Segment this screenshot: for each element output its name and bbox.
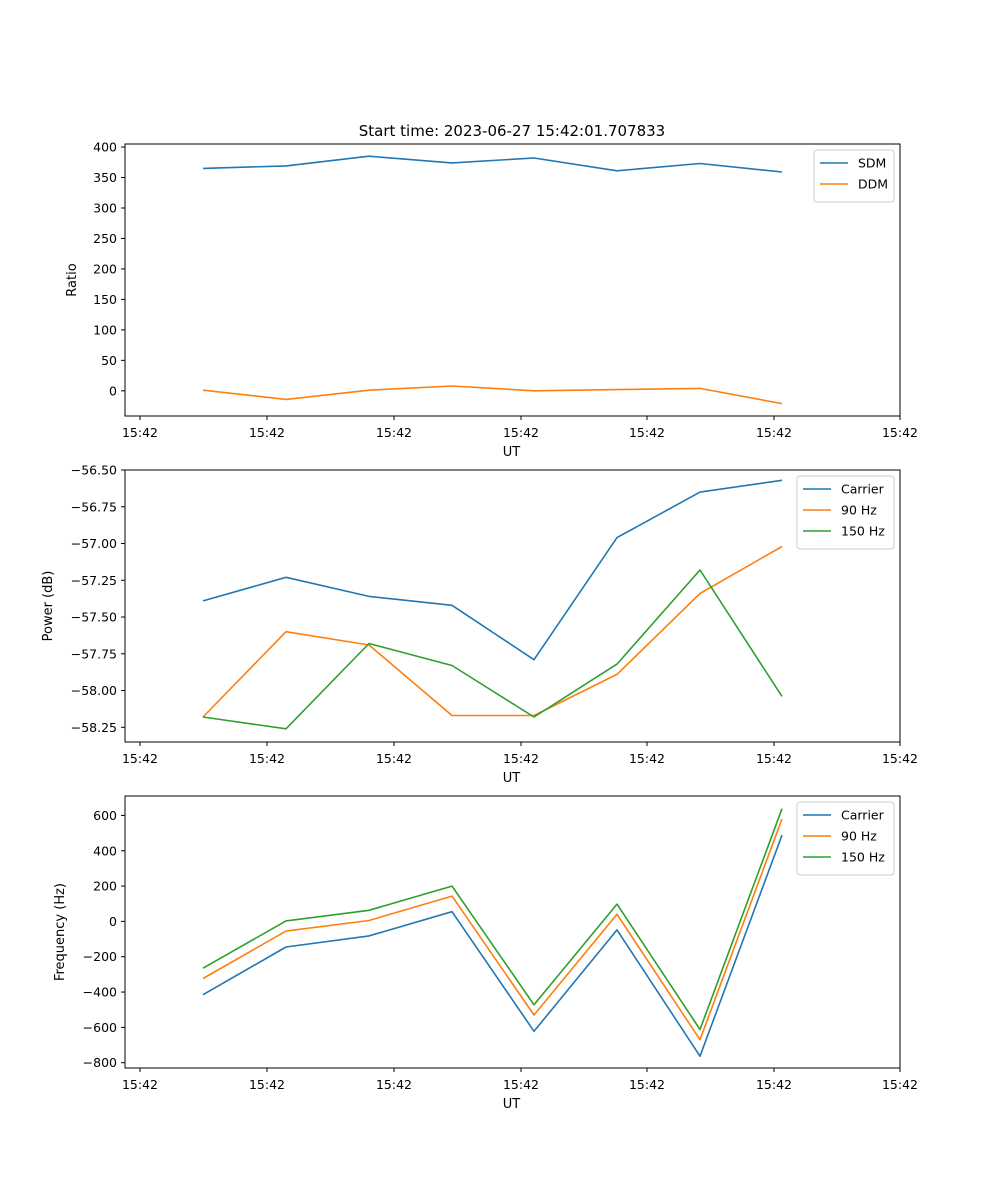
x-tick-label: 15:42 xyxy=(503,1077,539,1092)
y-tick-label: −600 xyxy=(83,1020,117,1035)
y-axis-label: Frequency (Hz) xyxy=(53,883,68,981)
subplot-3: −800 −600 −400 −200 0 200 400 600 15:42 15:42 15:4… xyxy=(53,795,918,1112)
axes-frame xyxy=(124,795,901,1069)
y-tick-label: −57.00 xyxy=(71,536,117,551)
y-tick-label: 0 xyxy=(109,914,117,929)
x-tick-label: 15:42 xyxy=(122,425,158,440)
x-tick-label: 15:42 xyxy=(629,751,665,766)
legend-label: 150 Hz xyxy=(841,524,885,539)
subplots: 0 50 100 150 200 250 300 350 400 15:42 15:42 15:42 1… xyxy=(41,140,918,1112)
y-tick-label: −56.75 xyxy=(71,499,117,514)
y-tick-label: 400 xyxy=(93,843,117,858)
legend-label: 150 Hz xyxy=(841,850,885,865)
x-tick-label: 15:42 xyxy=(629,1077,665,1092)
x-tick-label: 15:42 xyxy=(629,425,665,440)
legend-label: Carrier xyxy=(841,808,885,823)
x-tick-label: 15:42 xyxy=(122,751,158,766)
series-line-carrier xyxy=(202,834,783,1057)
legend-label: 90 Hz xyxy=(841,829,877,844)
y-axis-label: Power (dB) xyxy=(41,571,56,642)
legend-label: SDM xyxy=(858,156,886,171)
x-tick-label: 15:42 xyxy=(249,1077,285,1092)
series-line-carrier xyxy=(202,479,783,661)
y-tick-label: −58.25 xyxy=(71,720,117,735)
series-line-150-hz xyxy=(202,808,783,1031)
series-line-sdm xyxy=(202,155,783,173)
x-tick-label: 15:42 xyxy=(503,425,539,440)
legend: SDM DDM xyxy=(813,149,895,203)
x-tick-label: 15:42 xyxy=(249,425,285,440)
x-tick-label: 15:42 xyxy=(122,1077,158,1092)
x-tick-label: 15:42 xyxy=(376,1077,412,1092)
y-tick-label: 100 xyxy=(93,322,117,337)
series-line-90-hz xyxy=(202,818,783,1041)
y-tick-label: −200 xyxy=(83,949,117,964)
y-tick-label: 150 xyxy=(93,292,117,307)
x-axis-label: UT xyxy=(503,445,521,460)
y-tick-label: 0 xyxy=(109,383,117,398)
y-tick-label: 350 xyxy=(93,170,117,185)
series-line-90-hz xyxy=(202,545,783,718)
y-tick-label: −57.50 xyxy=(71,610,117,625)
y-tick-label: 400 xyxy=(93,140,117,155)
y-tick-label: 200 xyxy=(93,879,117,894)
x-tick-label: 15:42 xyxy=(882,1077,918,1092)
x-axis-label: UT xyxy=(503,1097,521,1112)
subplot-1: 0 50 100 150 200 250 300 350 400 15:42 15:42 15:42 1… xyxy=(65,140,918,460)
y-tick-label: 300 xyxy=(93,200,117,215)
y-tick-label: −58.00 xyxy=(71,683,117,698)
y-tick-label: 250 xyxy=(93,231,117,246)
axes-frame xyxy=(124,143,901,417)
x-tick-label: 15:42 xyxy=(756,751,792,766)
series-line-150-hz xyxy=(202,569,783,730)
y-tick-label: 600 xyxy=(93,808,117,823)
y-tick-label: 50 xyxy=(101,353,117,368)
x-tick-label: 15:42 xyxy=(882,751,918,766)
figure-title: Start time: 2023-06-27 15:42:01.707833 xyxy=(359,122,665,140)
x-tick-label: 15:42 xyxy=(376,425,412,440)
x-tick-label: 15:42 xyxy=(882,425,918,440)
y-tick-label: −800 xyxy=(83,1055,117,1070)
y-tick-label: −57.75 xyxy=(71,646,117,661)
x-tick-label: 15:42 xyxy=(756,425,792,440)
axes-frame xyxy=(124,469,901,743)
legend-label: Carrier xyxy=(841,482,885,497)
legend: Carrier 90 Hz 150 Hz xyxy=(796,475,895,550)
x-axis-label: UT xyxy=(503,771,521,786)
legend-label: 90 Hz xyxy=(841,503,877,518)
y-tick-label: −56.50 xyxy=(71,463,117,478)
y-tick-label: −57.25 xyxy=(71,573,117,588)
x-tick-label: 15:42 xyxy=(249,751,285,766)
y-tick-label: −400 xyxy=(83,985,117,1000)
legend-label: DDM xyxy=(858,177,888,192)
y-axis-label: Ratio xyxy=(65,263,80,296)
series-line-ddm xyxy=(202,385,783,405)
x-tick-label: 15:42 xyxy=(756,1077,792,1092)
subplot-2: −58.25 −58.00 −57.75 −57.50 −57.25 −57.00 −56.… xyxy=(41,463,918,787)
x-tick-label: 15:42 xyxy=(503,751,539,766)
x-tick-label: 15:42 xyxy=(376,751,412,766)
y-tick-label: 200 xyxy=(93,261,117,276)
legend: Carrier 90 Hz 150 Hz xyxy=(796,801,895,876)
